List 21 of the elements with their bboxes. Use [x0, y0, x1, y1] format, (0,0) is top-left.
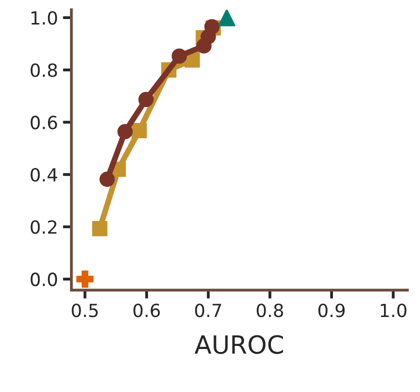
y-tick-label: 0.6: [30, 116, 58, 130]
x-tick-label: 0.8: [256, 304, 284, 318]
x-axis-title: AUROC: [194, 335, 283, 354]
point: [172, 48, 187, 64]
point: [218, 10, 236, 26]
point: [92, 221, 108, 236]
x-tick-label: 0.9: [318, 304, 345, 318]
x-tick-label: 0.7: [195, 304, 222, 318]
point: [132, 122, 147, 138]
y-tick-label: 0.4: [30, 168, 58, 182]
point: [117, 124, 133, 140]
x-tick-label: 0.5: [72, 304, 98, 318]
y-tick-label: 0.2: [30, 220, 56, 234]
point: [76, 270, 94, 288]
y-tick-label: 0.8: [30, 63, 57, 78]
y-tick-label: 1.0: [31, 11, 58, 25]
y-tick-label: 0.0: [30, 272, 58, 286]
x-tick-label: 0.6: [133, 304, 160, 318]
point: [100, 172, 115, 187]
point: [138, 92, 154, 108]
x-tick-label: 1.0: [380, 304, 406, 318]
